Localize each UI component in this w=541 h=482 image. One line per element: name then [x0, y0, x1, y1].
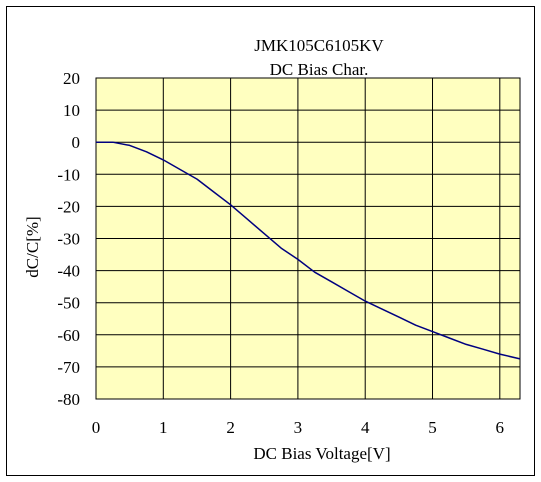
chart-title: JMK105C6105KV [254, 36, 384, 55]
y-tick-label-10: -80 [57, 390, 80, 409]
chart-subtitle: DC Bias Char. [270, 60, 369, 79]
y-tick-label-0: 20 [63, 69, 80, 88]
x-tick-label-1: 1 [159, 418, 168, 437]
chart-frame: JMK105C6105KV DC Bias Char. 20 10 0 -10 -20-… [6, 6, 535, 476]
y-axis-label: dC/C[%] [23, 216, 42, 277]
y-tick-label-7: -50 [57, 294, 80, 313]
y-tick-label-8: -60 [57, 326, 80, 345]
x-tick-label-0: 0 [92, 418, 101, 437]
dc-bias-chart: JMK105C6105KV DC Bias Char. 20100-10-20-… [6, 6, 535, 476]
y-tick-label-3: -10 [57, 165, 80, 184]
y-tick-label-1: 10 [63, 101, 80, 120]
x-tick-label-6: 6 [496, 418, 505, 437]
x-tick-label-3: 3 [294, 418, 303, 437]
x-tick-label-4: 4 [361, 418, 370, 437]
x-tick-label-2: 2 [226, 418, 235, 437]
y-tick-label-4: -20 [57, 197, 80, 216]
y-tick-label-5: -30 [57, 230, 80, 249]
x-axis-label: DC Bias Voltage[V] [253, 444, 390, 463]
x-tick-label-5: 5 [428, 418, 437, 437]
y-tick-label-2: 0 [72, 133, 81, 152]
y-tick-label-6: -40 [57, 262, 80, 281]
y-tick-label-9: -70 [57, 358, 80, 377]
